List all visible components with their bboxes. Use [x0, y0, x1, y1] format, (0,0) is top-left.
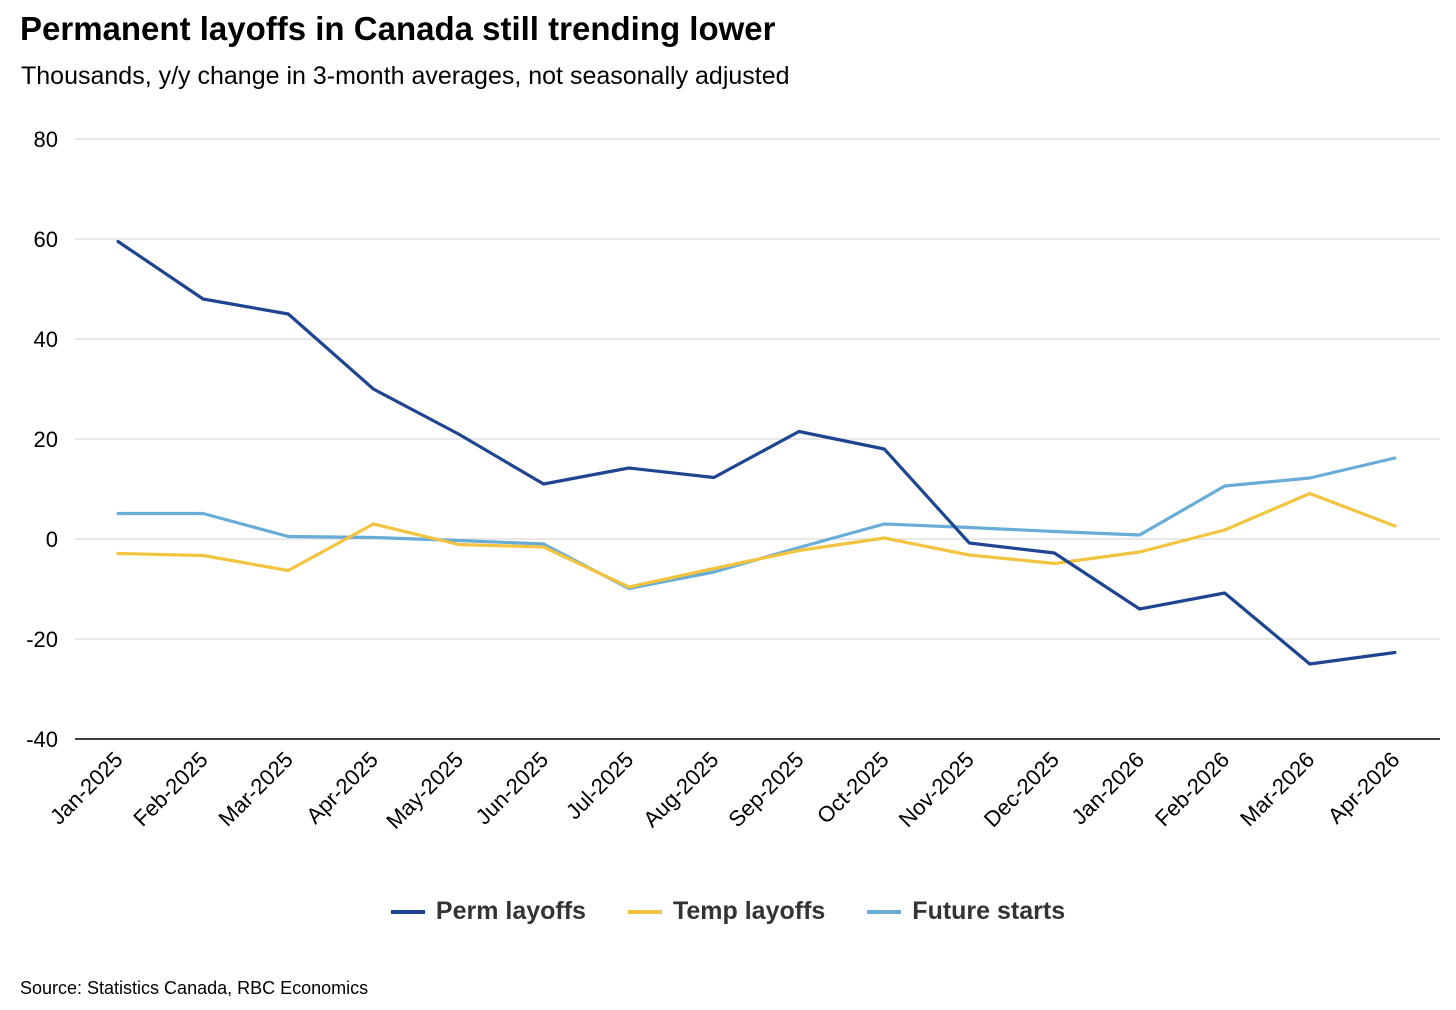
y-tick-label: 40	[34, 327, 58, 352]
source-note: Source: Statistics Canada, RBC Economics	[20, 978, 369, 998]
series-line-perm-layoffs	[116, 239, 1397, 666]
legend-swatch-temp-layoffs	[627, 909, 662, 914]
x-tick-label: Mar-2026	[1235, 747, 1319, 831]
x-tick-label: Aug-2025	[638, 747, 723, 832]
x-tick-label: Oct-2025	[812, 747, 894, 829]
x-tick-label: Sep-2025	[723, 747, 808, 832]
chart-title: Permanent layoffs in Canada still trendi…	[20, 10, 776, 47]
legend-label: Perm layoffs	[435, 897, 586, 925]
x-tick-label: Mar-2025	[214, 747, 298, 831]
y-tick-label: 0	[46, 527, 58, 552]
legend-label: Future starts	[912, 897, 1066, 925]
series-line-temp-layoffs	[116, 491, 1397, 589]
series-lines	[116, 239, 1397, 666]
x-tick-label: Jan-2026	[1067, 747, 1150, 830]
gridlines	[75, 138, 1440, 640]
legend-swatch-perm-layoffs	[390, 909, 425, 914]
x-tick-label: Dec-2025	[979, 747, 1064, 832]
x-tick-label: Nov-2025	[894, 747, 979, 832]
y-tick-label: 60	[34, 227, 58, 252]
x-tick-label: Jan-2025	[45, 747, 128, 830]
series-line-future-starts	[116, 456, 1397, 591]
legend: Perm layoffs Temp layoffs Future starts	[0, 897, 1456, 926]
legend-swatch-future-starts	[867, 909, 902, 914]
y-tick-label: -20	[26, 627, 58, 652]
chart-subtitle: Thousands, y/y change in 3-month average…	[21, 62, 790, 90]
y-axis-ticks: -40 -20 0 20 40 60 80	[26, 127, 58, 752]
line-chart: -40 -20 0 20 40 60 80 Jan-2025 Feb-2025 Mar-2025…	[26, 127, 1440, 834]
x-tick-label: Apr-2025	[301, 747, 383, 829]
x-axis-ticks: Jan-2025 Feb-2025 Mar-2025 Apr-2025May-2025…	[45, 747, 1405, 834]
x-tick-label: Feb-2026	[1150, 747, 1234, 831]
legend-item-future-starts: Future starts	[867, 897, 1065, 926]
legend-label: Temp layoffs	[672, 897, 826, 925]
y-tick-label: 20	[34, 427, 58, 452]
x-tick-label: Feb-2025	[128, 747, 212, 831]
legend-item-perm-layoffs: Perm layoffs	[390, 897, 586, 926]
y-tick-label: 80	[34, 127, 58, 152]
x-tick-label: May-2025	[381, 747, 468, 834]
y-tick-label: -40	[26, 727, 58, 752]
x-tick-label: Jun-2025	[471, 747, 554, 830]
x-tick-label: Apr-2026	[1323, 747, 1405, 829]
legend-item-temp-layoffs: Temp layoffs	[627, 897, 826, 926]
x-tick-label: Jul-2025	[561, 747, 638, 824]
